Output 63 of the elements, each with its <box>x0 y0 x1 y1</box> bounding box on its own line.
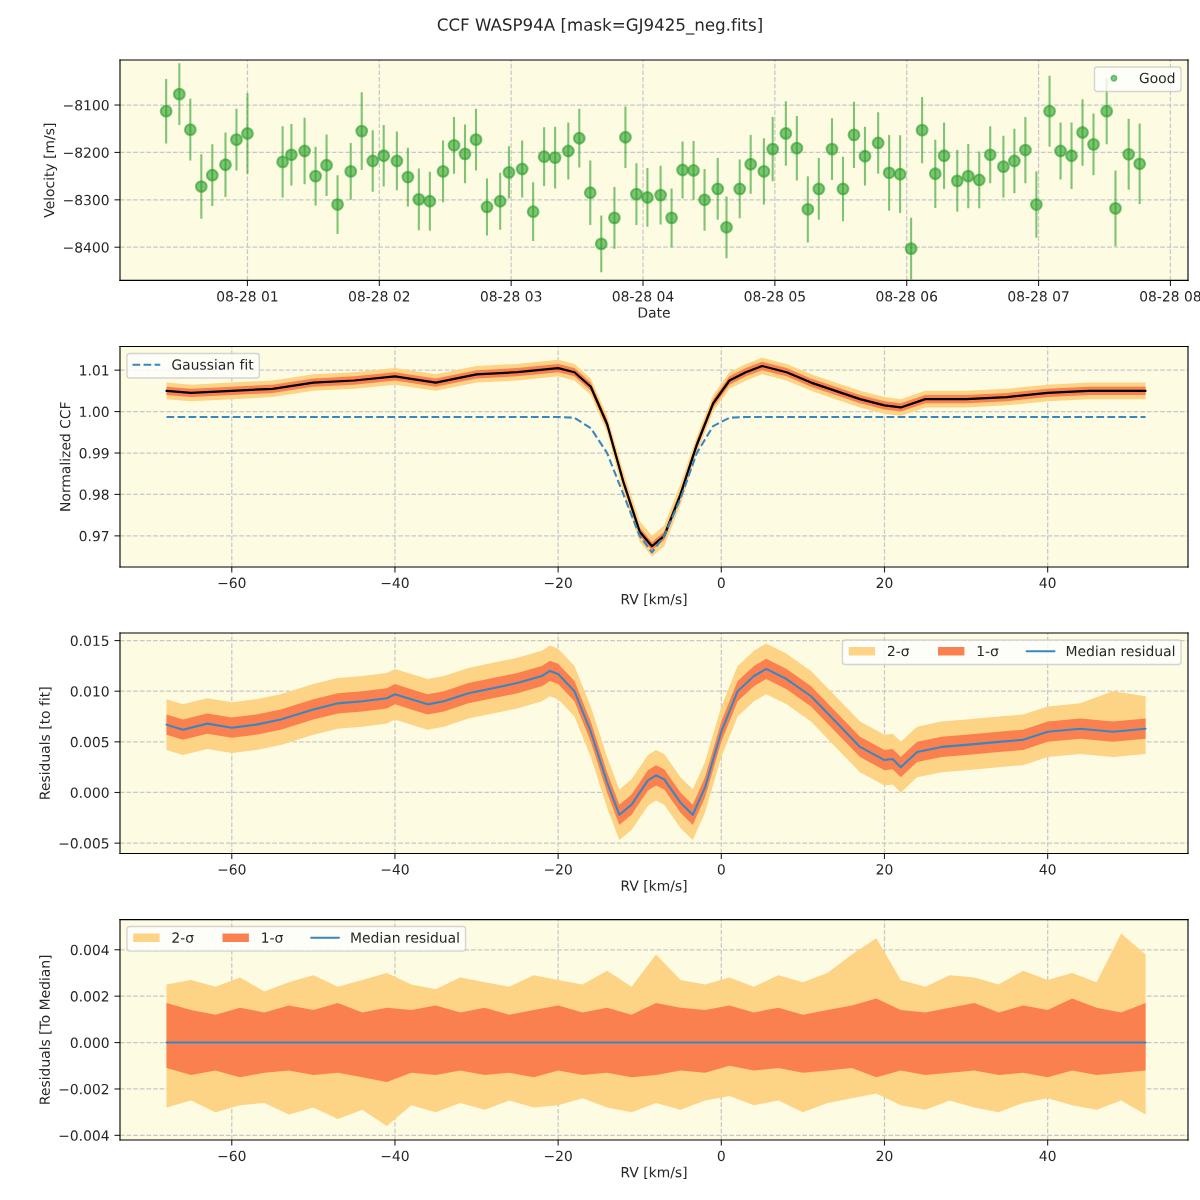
x-tick-label: −40 <box>381 1150 409 1162</box>
y-tick-label: −0.005 <box>59 838 109 849</box>
legend-label: Median residual <box>1066 645 1175 657</box>
x-tick-label: 40 <box>1039 577 1056 589</box>
line-series <box>165 415 1147 554</box>
x-tick-label: −20 <box>544 864 572 875</box>
x-tick-label: 08-28 02 <box>349 291 410 302</box>
x-tick-label: 08-28 06 <box>876 291 938 302</box>
y-tick-label: 1.00 <box>80 406 109 418</box>
legend-label: 1-σ <box>262 932 283 943</box>
y-tick-label: 0.004 <box>70 944 109 956</box>
y-axis-title: Residuals [To Median] <box>39 955 52 1104</box>
x-tick-label: 08-28 01 <box>217 291 278 302</box>
x-tick-label: −40 <box>381 864 409 875</box>
legend-label: Good <box>1139 72 1175 84</box>
legend-label: 2-σ <box>887 645 910 657</box>
x-axis-title: Date <box>638 307 670 318</box>
y-tick-label: −8100 <box>64 100 109 111</box>
y-tick-label: 0.005 <box>70 736 109 748</box>
x-axis-title: RV [km/s] <box>621 593 687 606</box>
y-tick-label: 0.010 <box>70 686 109 697</box>
legend-label: 2-σ <box>172 932 194 943</box>
y-tick-label: −0.002 <box>59 1083 109 1095</box>
x-tick-label: 0 <box>717 1150 725 1162</box>
y-tick-label: −8200 <box>64 147 109 158</box>
x-tick-label: −60 <box>218 577 246 589</box>
x-tick-label: 08-28 04 <box>612 291 674 302</box>
y-tick-label: −8300 <box>64 194 109 206</box>
x-tick-label: 0 <box>717 577 725 589</box>
y-tick-label: −8400 <box>64 242 109 253</box>
x-axis-title: RV [km/s] <box>621 1166 687 1180</box>
y-tick-label: −0.004 <box>59 1130 109 1141</box>
x-tick-label: 20 <box>876 1150 893 1162</box>
x-tick-label: −20 <box>544 1150 572 1162</box>
x-tick-label: 40 <box>1039 1150 1056 1162</box>
x-tick-label: 08-28 03 <box>480 291 542 302</box>
x-tick-label: −40 <box>381 577 409 589</box>
y-tick-label: 0.002 <box>70 991 109 1002</box>
y-tick-label: 0.98 <box>79 489 109 500</box>
y-tick-label: 0.000 <box>70 1037 109 1049</box>
y-axis-title: Normalized CCF <box>59 402 71 511</box>
x-axis-title: RV [km/s] <box>621 880 687 893</box>
y-tick-label: 0.015 <box>70 635 109 647</box>
x-tick-label: 08-28 05 <box>744 291 805 302</box>
y-axis-title: Velocity [m/s] <box>43 123 58 218</box>
x-tick-label: −60 <box>218 864 246 875</box>
legend-label: Median residual <box>351 932 459 943</box>
x-tick-label: 08-28 08 <box>1140 291 1200 302</box>
y-tick-label: 0.97 <box>79 530 109 542</box>
y-tick-label: 1.01 <box>80 365 109 376</box>
chart-title: CCF WASP94A [mask=GJ9425_neg.fits] <box>437 18 762 35</box>
legend-label: Gaussian fit <box>172 359 254 370</box>
x-tick-label: 20 <box>876 577 893 589</box>
x-tick-label: 0 <box>717 864 725 875</box>
x-tick-label: 40 <box>1039 864 1056 875</box>
x-tick-label: −20 <box>544 577 572 589</box>
legend-label: 1-σ <box>977 645 999 657</box>
y-tick-label: 0.000 <box>70 787 109 798</box>
x-tick-label: 08-28 07 <box>1008 291 1069 302</box>
y-tick-label: 0.99 <box>79 447 109 459</box>
x-tick-label: 20 <box>876 864 893 875</box>
x-tick-label: −60 <box>218 1150 246 1162</box>
y-axis-title: Residuals [to fit] <box>39 687 52 799</box>
